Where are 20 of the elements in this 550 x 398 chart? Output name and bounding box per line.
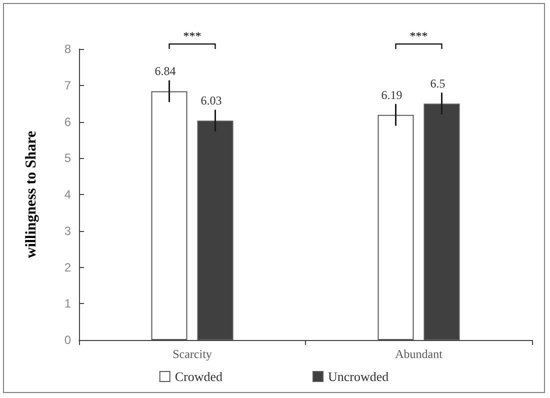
y-tick-label: 8	[64, 42, 72, 56]
y-tick-label: 1	[64, 296, 72, 311]
y-tick-label: 2	[64, 260, 72, 274]
legend-label: Crowded	[174, 369, 224, 384]
legend-label: Uncrowded	[328, 369, 390, 384]
y-tick-label: 7	[64, 78, 72, 92]
text: ***	[183, 29, 202, 43]
text: ***	[410, 29, 428, 43]
data-label: 6.5	[430, 76, 446, 91]
y-tick-label: 6	[64, 114, 72, 129]
data-label: 6.03	[200, 94, 222, 108]
y-tick-label: 4	[64, 188, 72, 202]
x-tick-label: Abundant	[395, 347, 444, 361]
x-tick-label: Scarcity	[172, 347, 212, 361]
y-tick-label: 3	[64, 224, 72, 238]
y-tick-label: 0	[64, 333, 72, 347]
data-label: 6.19	[381, 88, 402, 102]
data-label: 6.84	[154, 64, 176, 78]
y-axis-title: willingness to Share	[24, 130, 40, 258]
y-tick-label: 5	[64, 151, 72, 166]
